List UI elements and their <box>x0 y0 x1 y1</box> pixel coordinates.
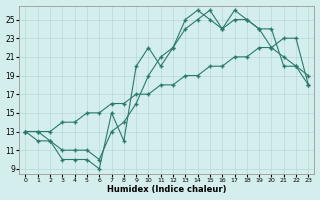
X-axis label: Humidex (Indice chaleur): Humidex (Indice chaleur) <box>107 185 227 194</box>
